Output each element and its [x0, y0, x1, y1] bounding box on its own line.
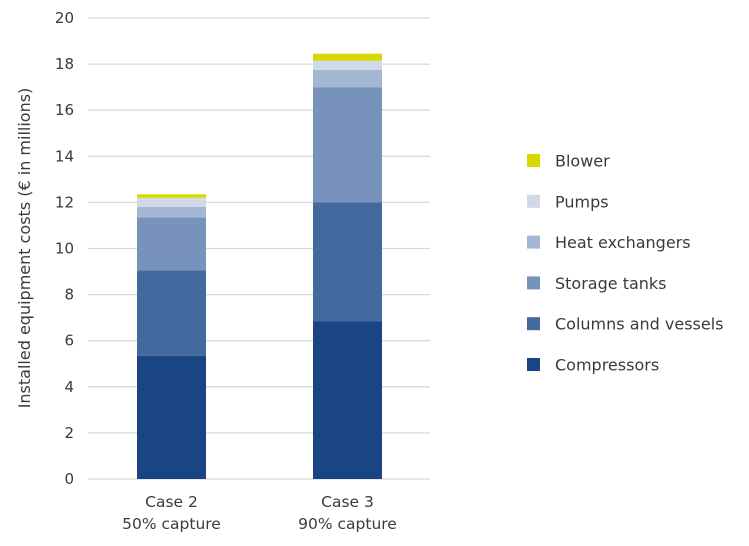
y-tick-label: 6 [64, 332, 74, 350]
y-tick-label: 18 [55, 55, 74, 73]
x-category-label: 50% capture [122, 515, 221, 533]
y-tick-label: 12 [55, 193, 74, 211]
bar-segment-compressors [313, 321, 382, 479]
bar-segment-blower [313, 53, 382, 61]
legend-swatch [527, 358, 540, 371]
legend-swatch [527, 235, 540, 249]
legend-swatch [527, 154, 540, 167]
bar-segment-heat-exchangers [137, 207, 206, 218]
y-tick-label: 8 [64, 286, 74, 304]
bar-segment-heat-exchangers [313, 69, 382, 88]
bars [137, 53, 382, 479]
bar-segment-columns-and-vessels [313, 202, 382, 322]
y-tick-label: 16 [55, 101, 74, 119]
bar-segment-columns-and-vessels [137, 270, 206, 356]
y-axis: 0 2 4 6 8 10 12 14 16 18 20 [55, 9, 74, 488]
y-tick-label: 4 [64, 378, 74, 396]
bar-segment-compressors [137, 355, 206, 479]
legend-label: Storage tanks [555, 274, 667, 293]
y-tick-label: 0 [64, 470, 74, 488]
x-category-label: Case 2 [145, 493, 198, 511]
legend-label: Pumps [555, 192, 609, 211]
x-category-label: 90% capture [298, 515, 397, 533]
bar-segment-blower [137, 194, 206, 198]
x-axis: Case 2 50% capture Case 3 90% capture [122, 493, 397, 533]
bar-segment-pumps [313, 60, 382, 70]
legend-label: Blower [555, 152, 610, 171]
legend-swatch [527, 317, 540, 331]
legend-label: Columns and vessels [555, 315, 724, 334]
legend-swatch [527, 194, 540, 208]
y-tick-label: 2 [64, 424, 74, 442]
legend-label: Compressors [555, 356, 659, 375]
bar-segment-storage-tanks [313, 87, 382, 203]
x-category-label: Case 3 [321, 493, 374, 511]
bar-segment-pumps [137, 197, 206, 208]
y-tick-label: 20 [55, 9, 74, 27]
y-axis-title: Installed equipment costs (€ in millions… [15, 88, 34, 409]
y-tick-label: 14 [55, 147, 74, 165]
legend: Blower Pumps Heat exchangers Storage tanks C… [527, 152, 724, 375]
bar-segment-storage-tanks [137, 217, 206, 271]
legend-swatch [527, 276, 540, 290]
legend-label: Heat exchangers [555, 233, 691, 252]
y-tick-label: 10 [55, 240, 74, 258]
